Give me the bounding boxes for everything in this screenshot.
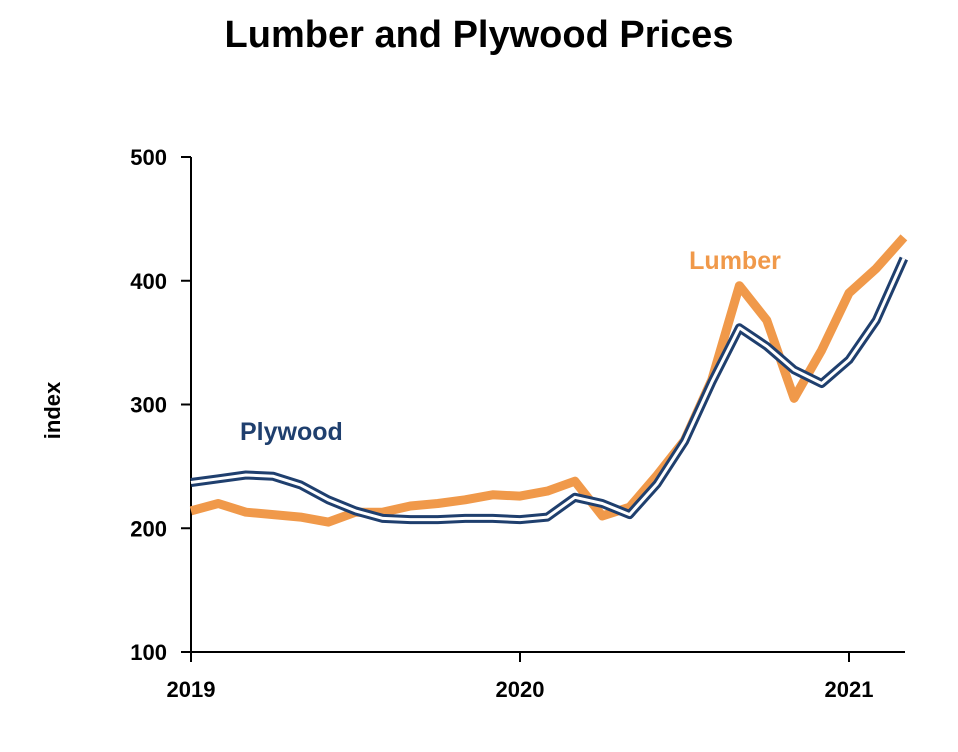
y-axis-label: index (40, 381, 65, 439)
chart-title: Lumber and Plywood Prices (224, 14, 734, 56)
y-tick-label: 500 (130, 145, 167, 170)
y-tick-label: 300 (130, 393, 167, 418)
x-tick-label: 2019 (167, 677, 216, 702)
series-label-lumber: Lumber (689, 247, 781, 275)
series-line-plywood-core (190, 257, 906, 522)
x-tick-label: 2020 (496, 677, 545, 702)
y-tick-label: 200 (130, 516, 167, 541)
series-line-lumber (189, 234, 908, 527)
y-tick-label: 400 (130, 269, 167, 294)
series-label-plywood: Plywood (240, 418, 343, 446)
y-tick-label: 100 (130, 640, 167, 665)
chart-plot-area (189, 234, 909, 527)
chart-labels: 100 200 300 400 500 2019 2020 2021 index Lumber Pl… (40, 145, 873, 702)
x-tick-label: 2021 (825, 677, 874, 702)
chart-axes (181, 156, 905, 662)
